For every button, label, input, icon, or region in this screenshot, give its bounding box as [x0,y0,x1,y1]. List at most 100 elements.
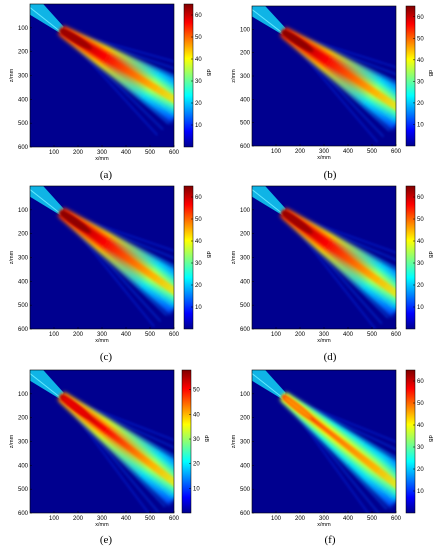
beam-layer [60,210,174,300]
panel-1: 100 200 300 400 500 600 x/mm 100 200 300 400 500 600… [9,3,211,181]
y-tick-label: 200 [240,51,251,57]
heatmap-field [252,186,396,329]
colorbar [405,5,416,147]
x-tick-label: 100 [271,332,282,338]
x-tick-label: 200 [73,150,84,156]
beam-core [61,211,91,234]
y-tick-label: 100 [240,392,251,398]
x-tick-label: 500 [145,332,156,338]
y-tick-label: 500 [240,303,251,309]
colorbar-tick-label: 40 [417,423,424,429]
panel-label: (b) [324,169,337,181]
x-tick-label: 400 [343,149,354,155]
y-tick-label: 500 [240,121,251,127]
x-tick-label: 300 [97,332,108,338]
colorbar-tick-label: 20 [195,101,202,107]
x-tick-label: 300 [319,332,330,338]
x-tick-label: 300 [319,149,330,155]
main-beam [280,392,396,508]
heatmap-field [252,6,396,143]
colorbar-tick-label: 10 [417,489,424,495]
x-tick-label: 300 [97,150,108,156]
colorbar-tick-label: 60 [417,195,424,201]
y-tick-label: 400 [240,279,251,285]
x-tick-label: 400 [343,332,354,338]
colorbar-tick-label: 40 [195,57,202,63]
x-tick-label: 500 [367,149,378,155]
colorbar-tick-label: 30 [417,79,424,85]
y-axis-label: z/mm [9,68,15,82]
x-tick-label: 400 [343,516,354,522]
x-tick-label: 200 [295,332,306,338]
panel-label: (f) [325,534,336,546]
y-tick-label: 300 [240,256,251,262]
probe-wedge [30,4,64,34]
y-tick-label: 100 [18,208,29,214]
probe-wedge [30,370,64,400]
y-tick-label: 400 [18,463,29,469]
colorbar-tick-label: 20 [195,283,202,289]
x-tick-label: 100 [49,150,60,156]
y-axis-label: z/mm [9,250,15,264]
x-tick-label: 200 [295,149,306,155]
colorbar-label: dB [203,435,209,442]
main-beam [58,25,174,124]
beam-core [283,211,313,234]
colorbar-label: dB [427,251,433,258]
probe-wedge [30,186,64,216]
colorbar-tick-label: 30 [417,445,424,451]
colorbar-tick-label: 40 [417,58,424,64]
panel-6: 100 200 300 400 500 600 x/mm 100 200 300 400 500 600… [231,369,433,546]
beam-core [283,395,312,419]
colorbar-tick-label: 40 [417,239,424,245]
x-tick-label: 500 [367,516,378,522]
colorbar-label: dB [427,435,433,442]
y-axis-label: z/mm [9,434,15,448]
heatmap-field [30,4,174,136]
probe-wedge-edge [30,373,60,397]
colorbar-tick-label: 60 [195,195,202,201]
beam-layer [282,210,396,303]
colorbar-tick-label: 50 [195,35,202,41]
beam-layer [282,395,396,494]
colorbar-tick-label: 30 [195,261,202,267]
colorbar-tick-label: 60 [417,15,424,21]
y-tick-label: 400 [240,463,251,469]
colorbar-tick-label: 60 [195,13,202,19]
y-tick-label: 600 [18,145,29,151]
y-tick-label: 600 [240,511,251,517]
y-tick-label: 600 [240,327,251,333]
x-tick-label: 600 [391,332,402,338]
x-tick-label: 400 [121,516,132,522]
panel-5: 100 200 300 400 500 600 x/mm 100 200 300 400 500 600… [9,369,209,546]
y-tick-label: 400 [240,97,251,103]
colorbar-tick-label: 20 [193,462,200,468]
x-tick-label: 600 [169,150,180,156]
x-tick-label: 600 [169,516,180,522]
beam-layer [282,30,396,116]
x-tick-label: 500 [145,150,156,156]
y-axis-label: z/mm [231,250,237,264]
colorbar-label: dB [205,251,211,258]
main-beam [58,208,174,315]
colorbar-tick-label: 50 [193,388,200,394]
panel-label: (d) [324,351,337,363]
colorbar-tick-label: 20 [417,467,424,473]
panel-4: 100 200 300 400 500 600 x/mm 100 200 300 400 500 600… [231,185,433,363]
probe-wedge [252,6,286,36]
panel-label: (c) [100,351,113,363]
y-tick-label: 200 [18,416,29,422]
panel-label: (a) [100,169,113,181]
beam-core [61,395,90,419]
x-axis-label: x/mm [317,155,331,161]
y-tick-label: 500 [18,121,29,127]
probe-wedge-edge [30,7,60,31]
colorbar [183,185,194,330]
y-tick-label: 300 [18,256,29,262]
main-beam [58,392,174,506]
beam-layer [60,395,174,492]
y-tick-label: 600 [240,144,251,150]
y-tick-label: 100 [18,392,29,398]
y-tick-label: 400 [18,279,29,285]
